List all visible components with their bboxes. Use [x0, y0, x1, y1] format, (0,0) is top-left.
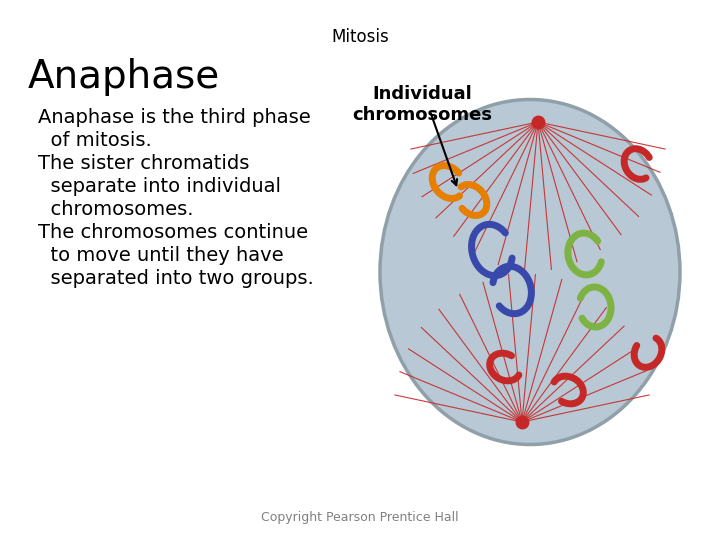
Text: chromosomes.: chromosomes.: [38, 200, 194, 219]
Text: Anaphase is the third phase: Anaphase is the third phase: [38, 108, 311, 127]
Text: Mitosis: Mitosis: [331, 28, 389, 46]
Text: of mitosis.: of mitosis.: [38, 131, 152, 150]
Text: separate into individual: separate into individual: [38, 177, 281, 196]
Text: Individual
chromosomes: Individual chromosomes: [352, 85, 492, 124]
Text: Copyright Pearson Prentice Hall: Copyright Pearson Prentice Hall: [261, 511, 459, 524]
Text: The sister chromatids: The sister chromatids: [38, 154, 249, 173]
Text: separated into two groups.: separated into two groups.: [38, 269, 314, 288]
Text: to move until they have: to move until they have: [38, 246, 284, 265]
Ellipse shape: [380, 99, 680, 444]
Text: Anaphase: Anaphase: [28, 58, 220, 96]
Text: The chromosomes continue: The chromosomes continue: [38, 223, 308, 242]
